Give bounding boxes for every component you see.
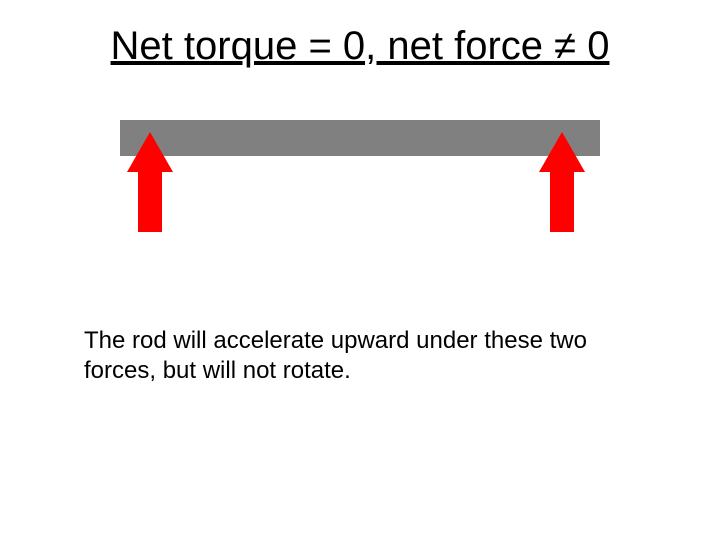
- arrow-head-icon: [127, 132, 173, 172]
- rod: [120, 120, 600, 156]
- arrow-head-icon: [539, 132, 585, 172]
- page-title: Net torque = 0, net force ≠ 0: [0, 24, 720, 69]
- arrow-shaft: [550, 172, 574, 232]
- caption-text: The rod will accelerate upward under the…: [84, 326, 644, 386]
- force-diagram: [120, 120, 600, 280]
- arrow-shaft: [138, 172, 162, 232]
